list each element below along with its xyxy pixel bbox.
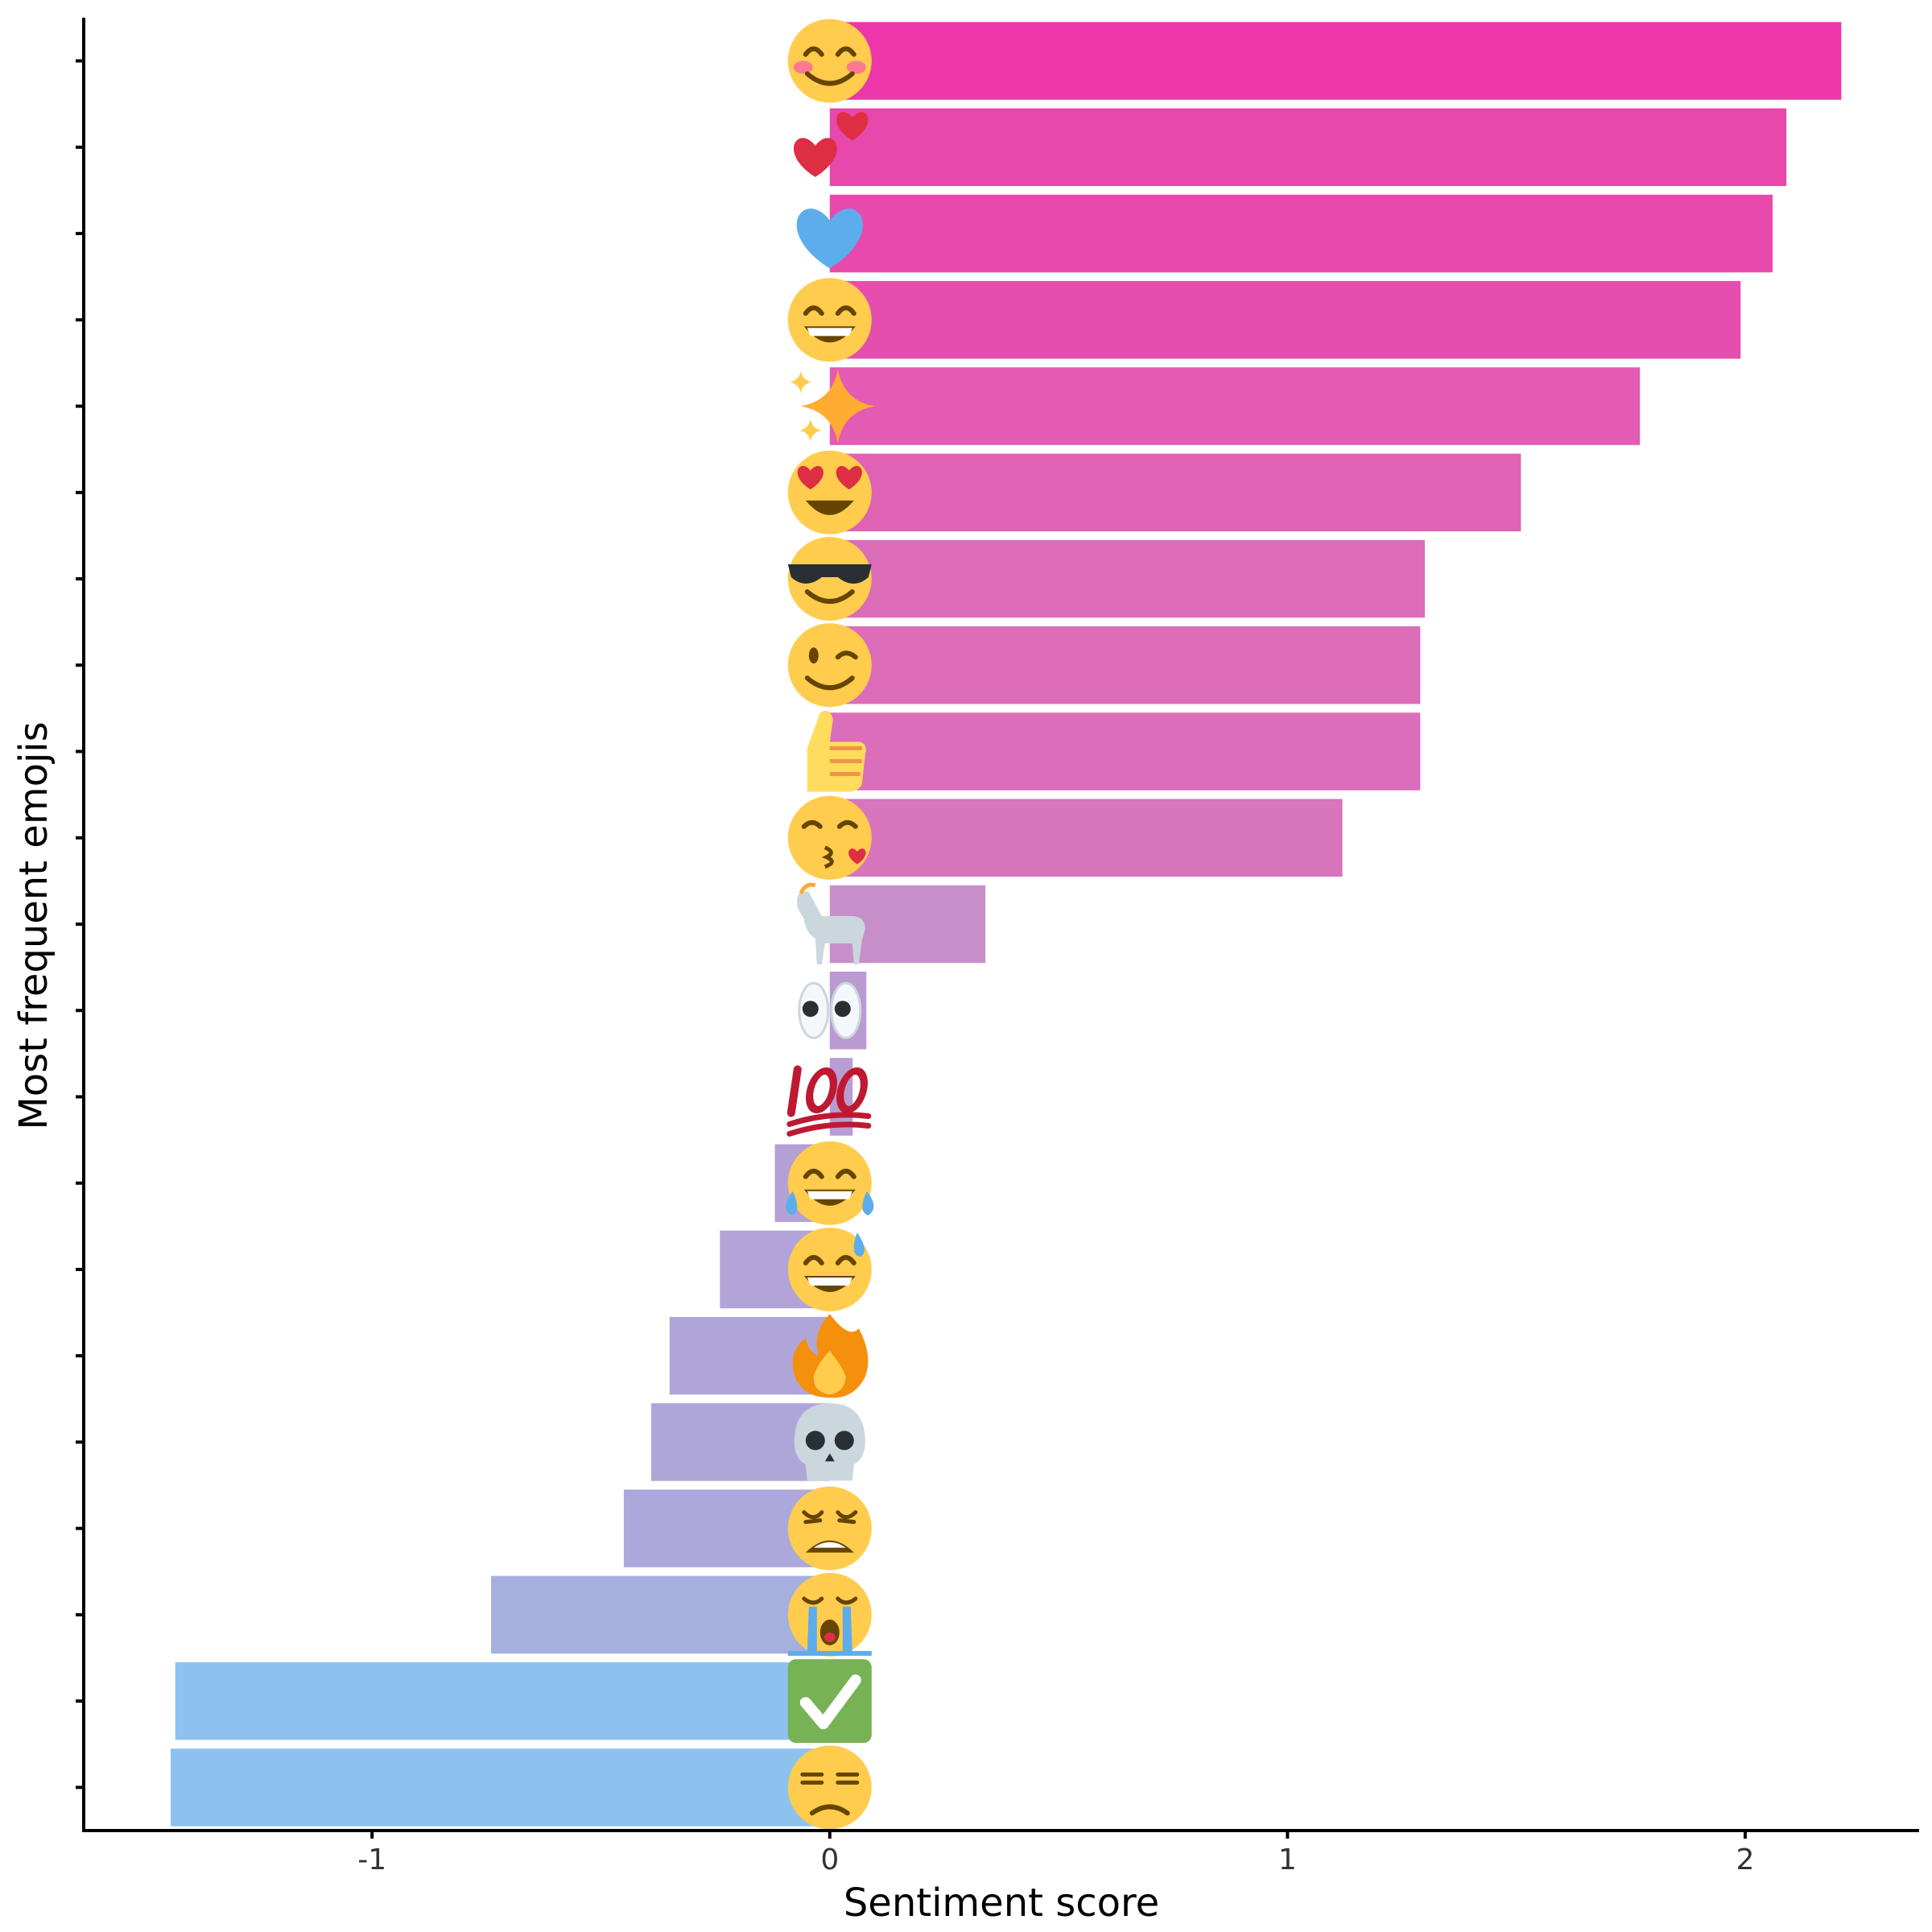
weary-face-icon [787, 1486, 872, 1571]
goat-icon [797, 882, 865, 964]
x-tick-label: 2 [1736, 1843, 1754, 1876]
x-axis-title: Sentiment score [844, 1880, 1159, 1926]
bar [829, 626, 1421, 704]
bar [829, 108, 1787, 187]
bar [829, 799, 1343, 877]
bar [171, 1748, 830, 1827]
sunglasses-face-icon [787, 537, 872, 621]
bar [829, 539, 1425, 618]
x-tick-label: 0 [820, 1843, 839, 1876]
face-blowing-kiss-icon [787, 795, 872, 880]
winking-face-icon [787, 623, 872, 708]
smiling-face-with-smiling-eyes-icon [787, 19, 872, 103]
loudly-crying-face-icon [787, 1572, 872, 1657]
blue-heart-icon [796, 208, 863, 269]
bar [829, 712, 1421, 791]
check-mark-button-icon [787, 1659, 872, 1744]
bar [829, 367, 1641, 445]
hundred-points-icon [786, 1065, 872, 1137]
sparkles-icon [789, 369, 875, 444]
beaming-face-icon [787, 278, 872, 362]
y-axis-title: Most frequent emojis [11, 721, 56, 1129]
thumbs-up-icon [807, 710, 866, 792]
skull-icon [794, 1403, 865, 1481]
x-ticks: -1 0 1 2 [357, 1831, 1754, 1876]
bar [491, 1575, 830, 1654]
y-ticks [76, 59, 84, 1790]
bars-layer [171, 22, 1842, 1827]
emoji-layer [786, 19, 875, 1830]
heart-eyes-face-icon [787, 450, 872, 535]
bar [829, 453, 1521, 532]
bar [829, 22, 1842, 100]
unamused-face-icon [787, 1745, 872, 1830]
x-tick-label: -1 [357, 1843, 386, 1876]
x-tick-label: 1 [1278, 1843, 1297, 1876]
grinning-face-with-sweat-icon [787, 1227, 872, 1311]
two-hearts-icon [793, 112, 869, 177]
bar [175, 1662, 830, 1740]
face-with-tears-of-joy-icon [786, 1141, 874, 1225]
eyes-icon [798, 981, 862, 1039]
bar [829, 194, 1773, 273]
fire-icon [792, 1314, 869, 1398]
bar [829, 281, 1741, 359]
